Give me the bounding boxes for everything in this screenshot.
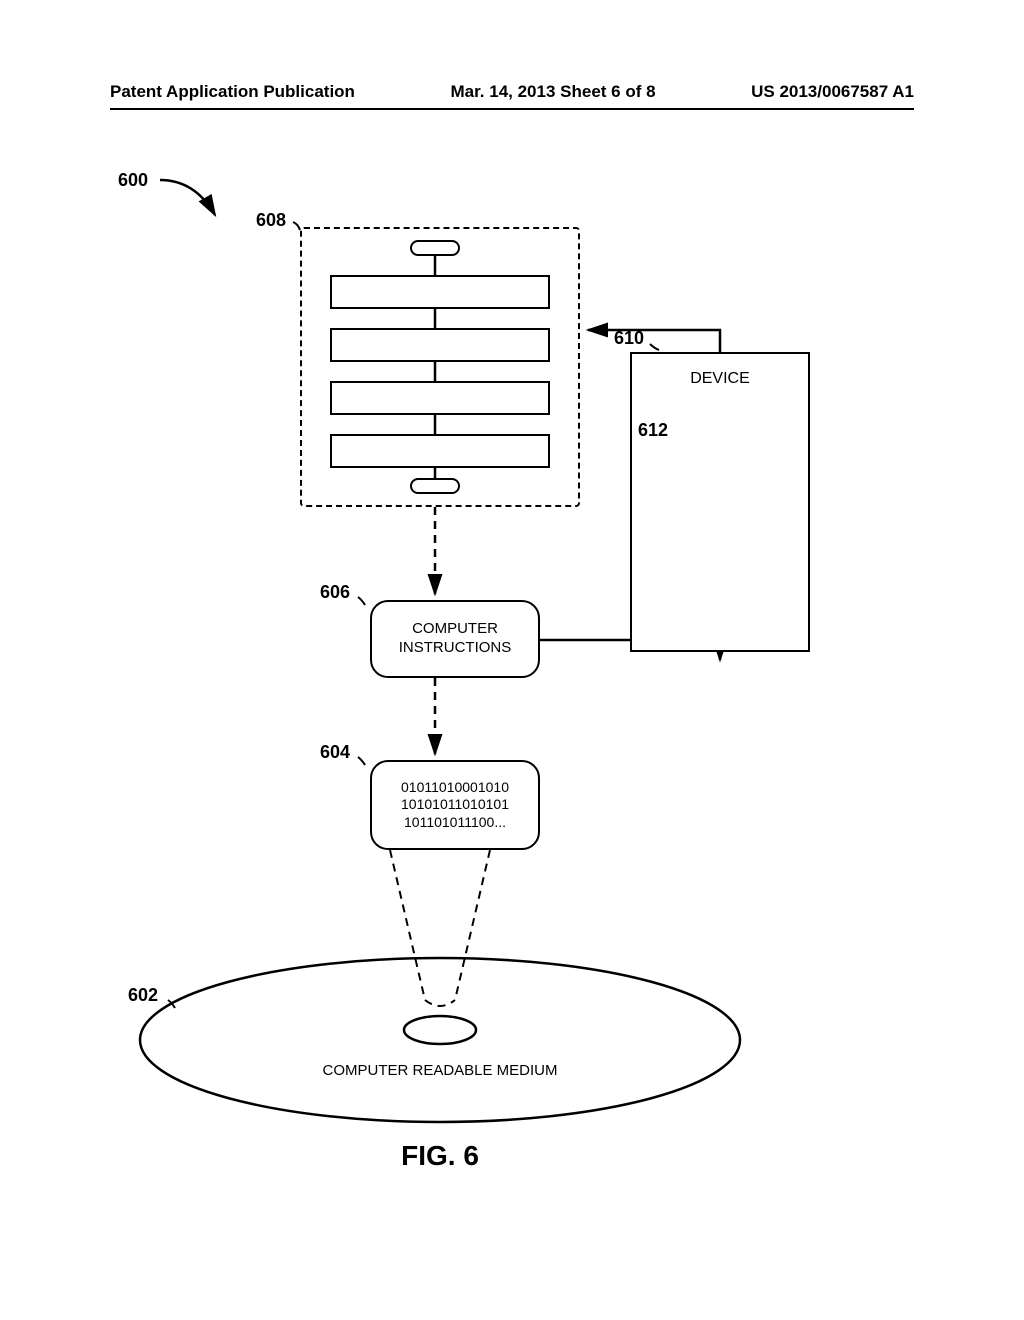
- figure-caption: FIG. 6: [380, 1140, 500, 1172]
- binary-line-3: 101101011100...: [404, 814, 506, 832]
- ref-604: 604: [320, 742, 350, 763]
- ref-608: 608: [256, 210, 286, 231]
- flow-step-1: [330, 275, 550, 309]
- device-label: DEVICE: [630, 370, 810, 388]
- header-right: US 2013/0067587 A1: [751, 82, 914, 102]
- disc-label: COMPUTER READABLE MEDIUM: [290, 1062, 590, 1079]
- ref-602: 602: [128, 985, 158, 1006]
- flow-start-terminator: [410, 240, 460, 256]
- ref-610: 610: [614, 328, 644, 349]
- binary-line-1: 01011010001010: [401, 779, 509, 797]
- flow-step-3: [330, 381, 550, 415]
- flow-step-4: [330, 434, 550, 468]
- ref-606: 606: [320, 582, 350, 603]
- ref-612: 612: [638, 420, 668, 441]
- page-container: Patent Application Publication Mar. 14, …: [0, 0, 1024, 1320]
- header-center: Mar. 14, 2013 Sheet 6 of 8: [451, 82, 656, 102]
- header-left: Patent Application Publication: [110, 82, 355, 102]
- binary-box: 01011010001010 10101011010101 1011010111…: [370, 760, 540, 850]
- ref-600: 600: [118, 170, 148, 191]
- device-box: [630, 352, 810, 652]
- flow-end-terminator: [410, 478, 460, 494]
- binary-line-2: 10101011010101: [401, 796, 509, 814]
- computer-instructions-box: COMPUTER INSTRUCTIONS: [370, 600, 540, 678]
- flow-step-2: [330, 328, 550, 362]
- page-header: Patent Application Publication Mar. 14, …: [110, 82, 914, 110]
